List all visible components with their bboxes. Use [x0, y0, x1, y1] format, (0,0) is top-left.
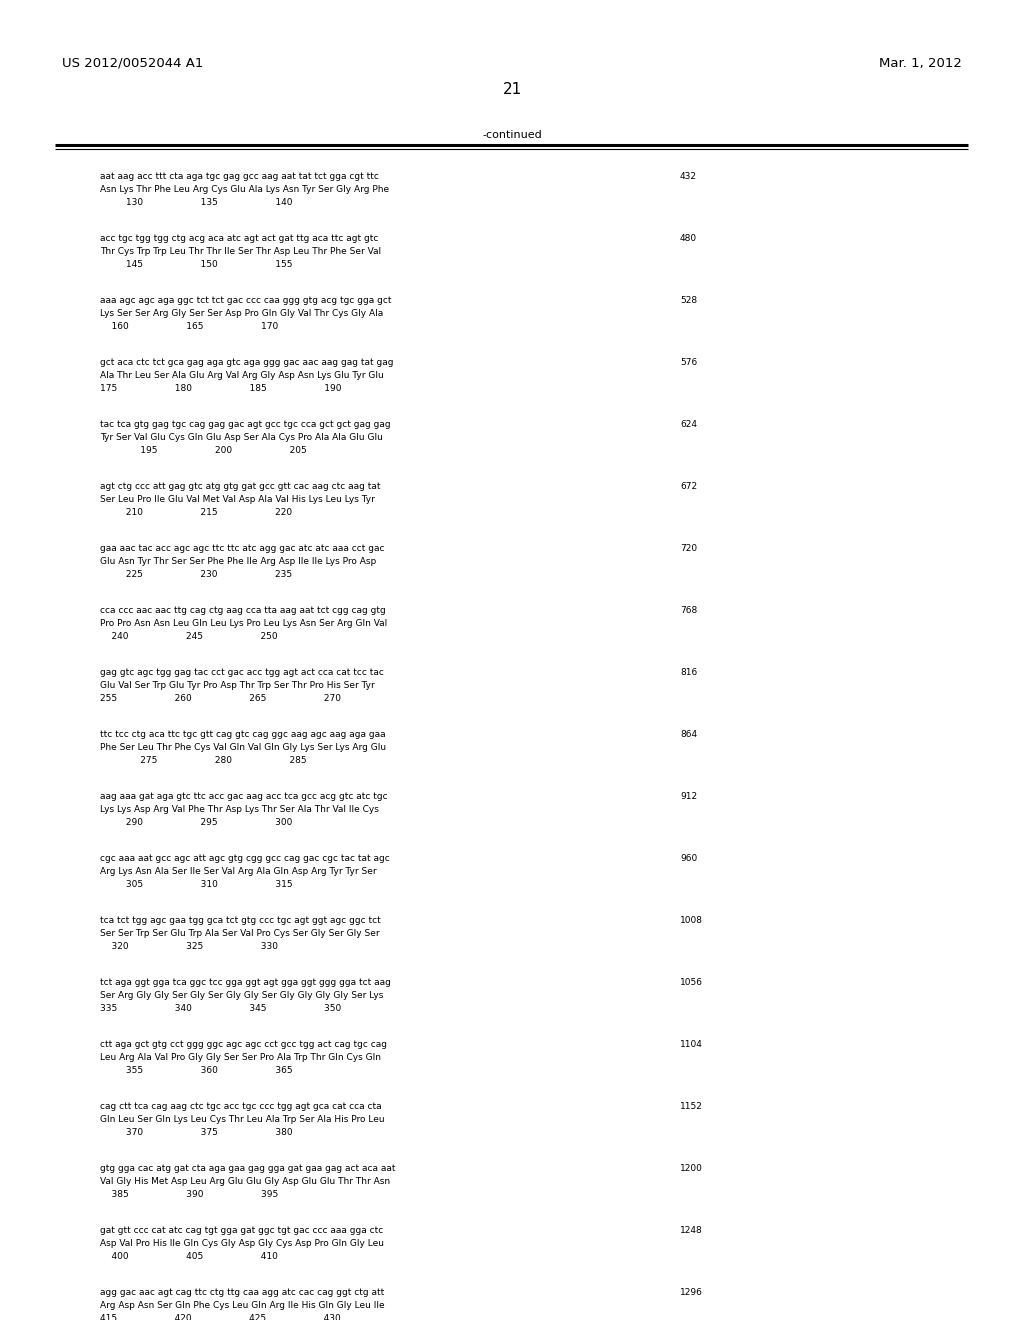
Text: aag aaa gat aga gtc ttc acc gac aag acc tca gcc acg gtc atc tgc: aag aaa gat aga gtc ttc acc gac aag acc … [100, 792, 388, 801]
Text: 240                    245                    250: 240 245 250 [100, 632, 278, 642]
Text: 1200: 1200 [680, 1164, 702, 1173]
Text: Asp Val Pro His Ile Gln Cys Gly Asp Gly Cys Asp Pro Gln Gly Leu: Asp Val Pro His Ile Gln Cys Gly Asp Gly … [100, 1239, 384, 1247]
Text: 768: 768 [680, 606, 697, 615]
Text: 432: 432 [680, 172, 697, 181]
Text: tac tca gtg gag tgc cag gag gac agt gcc tgc cca gct gct gag gag: tac tca gtg gag tgc cag gag gac agt gcc … [100, 420, 390, 429]
Text: tct aga ggt gga tca ggc tcc gga ggt agt gga ggt ggg gga tct aag: tct aga ggt gga tca ggc tcc gga ggt agt … [100, 978, 391, 987]
Text: 160                    165                    170: 160 165 170 [100, 322, 279, 331]
Text: Mar. 1, 2012: Mar. 1, 2012 [880, 57, 962, 70]
Text: Asn Lys Thr Phe Leu Arg Cys Glu Ala Lys Asn Tyr Ser Gly Arg Phe: Asn Lys Thr Phe Leu Arg Cys Glu Ala Lys … [100, 185, 389, 194]
Text: gtg gga cac atg gat cta aga gaa gag gga gat gaa gag act aca aat: gtg gga cac atg gat cta aga gaa gag gga … [100, 1164, 395, 1173]
Text: cag ctt tca cag aag ctc tgc acc tgc ccc tgg agt gca cat cca cta: cag ctt tca cag aag ctc tgc acc tgc ccc … [100, 1102, 382, 1111]
Text: 576: 576 [680, 358, 697, 367]
Text: 320                    325                    330: 320 325 330 [100, 942, 278, 950]
Text: 480: 480 [680, 234, 697, 243]
Text: ctt aga gct gtg cct ggg ggc agc agc cct gcc tgg act cag tgc cag: ctt aga gct gtg cct ggg ggc agc agc cct … [100, 1040, 387, 1049]
Text: 130                    135                    140: 130 135 140 [100, 198, 293, 207]
Text: Val Gly His Met Asp Leu Arg Glu Glu Gly Asp Glu Glu Thr Thr Asn: Val Gly His Met Asp Leu Arg Glu Glu Gly … [100, 1177, 390, 1185]
Text: aat aag acc ttt cta aga tgc gag gcc aag aat tat tct gga cgt ttc: aat aag acc ttt cta aga tgc gag gcc aag … [100, 172, 379, 181]
Text: agt ctg ccc att gag gtc atg gtg gat gcc gtt cac aag ctc aag tat: agt ctg ccc att gag gtc atg gtg gat gcc … [100, 482, 381, 491]
Text: 275                    280                    285: 275 280 285 [100, 756, 306, 766]
Text: Lys Ser Ser Arg Gly Ser Ser Asp Pro Gln Gly Val Thr Cys Gly Ala: Lys Ser Ser Arg Gly Ser Ser Asp Pro Gln … [100, 309, 383, 318]
Text: 210                    215                    220: 210 215 220 [100, 508, 292, 517]
Text: 720: 720 [680, 544, 697, 553]
Text: 225                    230                    235: 225 230 235 [100, 570, 292, 579]
Text: 290                    295                    300: 290 295 300 [100, 818, 293, 828]
Text: 960: 960 [680, 854, 697, 863]
Text: Ser Arg Gly Gly Ser Gly Ser Gly Gly Ser Gly Gly Gly Gly Ser Lys: Ser Arg Gly Gly Ser Gly Ser Gly Gly Ser … [100, 991, 383, 1001]
Text: 528: 528 [680, 296, 697, 305]
Text: -continued: -continued [482, 129, 542, 140]
Text: tca tct tgg agc gaa tgg gca tct gtg ccc tgc agt ggt agc ggc tct: tca tct tgg agc gaa tgg gca tct gtg ccc … [100, 916, 381, 925]
Text: 912: 912 [680, 792, 697, 801]
Text: Arg Asp Asn Ser Gln Phe Cys Leu Gln Arg Ile His Gln Gly Leu Ile: Arg Asp Asn Ser Gln Phe Cys Leu Gln Arg … [100, 1302, 385, 1309]
Text: 624: 624 [680, 420, 697, 429]
Text: Thr Cys Trp Trp Leu Thr Thr Ile Ser Thr Asp Leu Thr Phe Ser Val: Thr Cys Trp Trp Leu Thr Thr Ile Ser Thr … [100, 247, 381, 256]
Text: aaa agc agc aga ggc tct tct gac ccc caa ggg gtg acg tgc gga gct: aaa agc agc aga ggc tct tct gac ccc caa … [100, 296, 391, 305]
Text: acc tgc tgg tgg ctg acg aca atc agt act gat ttg aca ttc agt gtc: acc tgc tgg tgg ctg acg aca atc agt act … [100, 234, 379, 243]
Text: 335                    340                    345                    350: 335 340 345 350 [100, 1005, 341, 1012]
Text: 385                    390                    395: 385 390 395 [100, 1191, 279, 1199]
Text: 305                    310                    315: 305 310 315 [100, 880, 293, 888]
Text: 355                    360                    365: 355 360 365 [100, 1067, 293, 1074]
Text: 145                    150                    155: 145 150 155 [100, 260, 293, 269]
Text: 1008: 1008 [680, 916, 703, 925]
Text: gct aca ctc tct gca gag aga gtc aga ggg gac aac aag gag tat gag: gct aca ctc tct gca gag aga gtc aga ggg … [100, 358, 393, 367]
Text: 195                    200                    205: 195 200 205 [100, 446, 307, 455]
Text: ttc tcc ctg aca ttc tgc gtt cag gtc cag ggc aag agc aag aga gaa: ttc tcc ctg aca ttc tgc gtt cag gtc cag … [100, 730, 386, 739]
Text: 255                    260                    265                    270: 255 260 265 270 [100, 694, 341, 704]
Text: Leu Arg Ala Val Pro Gly Gly Ser Ser Pro Ala Trp Thr Gln Cys Gln: Leu Arg Ala Val Pro Gly Gly Ser Ser Pro … [100, 1053, 381, 1063]
Text: Lys Lys Asp Arg Val Phe Thr Asp Lys Thr Ser Ala Thr Val Ile Cys: Lys Lys Asp Arg Val Phe Thr Asp Lys Thr … [100, 805, 379, 814]
Text: Ser Ser Trp Ser Glu Trp Ala Ser Val Pro Cys Ser Gly Ser Gly Ser: Ser Ser Trp Ser Glu Trp Ala Ser Val Pro … [100, 929, 380, 939]
Text: gag gtc agc tgg gag tac cct gac acc tgg agt act cca cat tcc tac: gag gtc agc tgg gag tac cct gac acc tgg … [100, 668, 384, 677]
Text: Glu Asn Tyr Thr Ser Ser Phe Phe Ile Arg Asp Ile Ile Lys Pro Asp: Glu Asn Tyr Thr Ser Ser Phe Phe Ile Arg … [100, 557, 376, 566]
Text: Glu Val Ser Trp Glu Tyr Pro Asp Thr Trp Ser Thr Pro His Ser Tyr: Glu Val Ser Trp Glu Tyr Pro Asp Thr Trp … [100, 681, 375, 690]
Text: Arg Lys Asn Ala Ser Ile Ser Val Arg Ala Gln Asp Arg Tyr Tyr Ser: Arg Lys Asn Ala Ser Ile Ser Val Arg Ala … [100, 867, 377, 876]
Text: 864: 864 [680, 730, 697, 739]
Text: gaa aac tac acc agc agc ttc ttc atc agg gac atc atc aaa cct gac: gaa aac tac acc agc agc ttc ttc atc agg … [100, 544, 384, 553]
Text: Phe Ser Leu Thr Phe Cys Val Gln Val Gln Gly Lys Ser Lys Arg Glu: Phe Ser Leu Thr Phe Cys Val Gln Val Gln … [100, 743, 386, 752]
Text: Tyr Ser Val Glu Cys Gln Glu Asp Ser Ala Cys Pro Ala Ala Glu Glu: Tyr Ser Val Glu Cys Gln Glu Asp Ser Ala … [100, 433, 383, 442]
Text: cca ccc aac aac ttg cag ctg aag cca tta aag aat tct cgg cag gtg: cca ccc aac aac ttg cag ctg aag cca tta … [100, 606, 386, 615]
Text: gat gtt ccc cat atc cag tgt gga gat ggc tgt gac ccc aaa gga ctc: gat gtt ccc cat atc cag tgt gga gat ggc … [100, 1226, 383, 1236]
Text: cgc aaa aat gcc agc att agc gtg cgg gcc cag gac cgc tac tat agc: cgc aaa aat gcc agc att agc gtg cgg gcc … [100, 854, 390, 863]
Text: 175                    180                    185                    190: 175 180 185 190 [100, 384, 341, 393]
Text: agg gac aac agt cag ttc ctg ttg caa agg atc cac cag ggt ctg att: agg gac aac agt cag ttc ctg ttg caa agg … [100, 1288, 384, 1298]
Text: Pro Pro Asn Asn Leu Gln Leu Lys Pro Leu Lys Asn Ser Arg Gln Val: Pro Pro Asn Asn Leu Gln Leu Lys Pro Leu … [100, 619, 387, 628]
Text: Gln Leu Ser Gln Lys Leu Cys Thr Leu Ala Trp Ser Ala His Pro Leu: Gln Leu Ser Gln Lys Leu Cys Thr Leu Ala … [100, 1115, 385, 1125]
Text: 21: 21 [503, 82, 521, 96]
Text: 1248: 1248 [680, 1226, 702, 1236]
Text: Ala Thr Leu Ser Ala Glu Arg Val Arg Gly Asp Asn Lys Glu Tyr Glu: Ala Thr Leu Ser Ala Glu Arg Val Arg Gly … [100, 371, 384, 380]
Text: 370                    375                    380: 370 375 380 [100, 1129, 293, 1137]
Text: 400                    405                    410: 400 405 410 [100, 1251, 278, 1261]
Text: 415                    420                    425                    430: 415 420 425 430 [100, 1313, 341, 1320]
Text: 1056: 1056 [680, 978, 703, 987]
Text: 672: 672 [680, 482, 697, 491]
Text: 1296: 1296 [680, 1288, 702, 1298]
Text: US 2012/0052044 A1: US 2012/0052044 A1 [62, 57, 204, 70]
Text: 816: 816 [680, 668, 697, 677]
Text: 1104: 1104 [680, 1040, 702, 1049]
Text: Ser Leu Pro Ile Glu Val Met Val Asp Ala Val His Lys Leu Lys Tyr: Ser Leu Pro Ile Glu Val Met Val Asp Ala … [100, 495, 375, 504]
Text: 1152: 1152 [680, 1102, 702, 1111]
